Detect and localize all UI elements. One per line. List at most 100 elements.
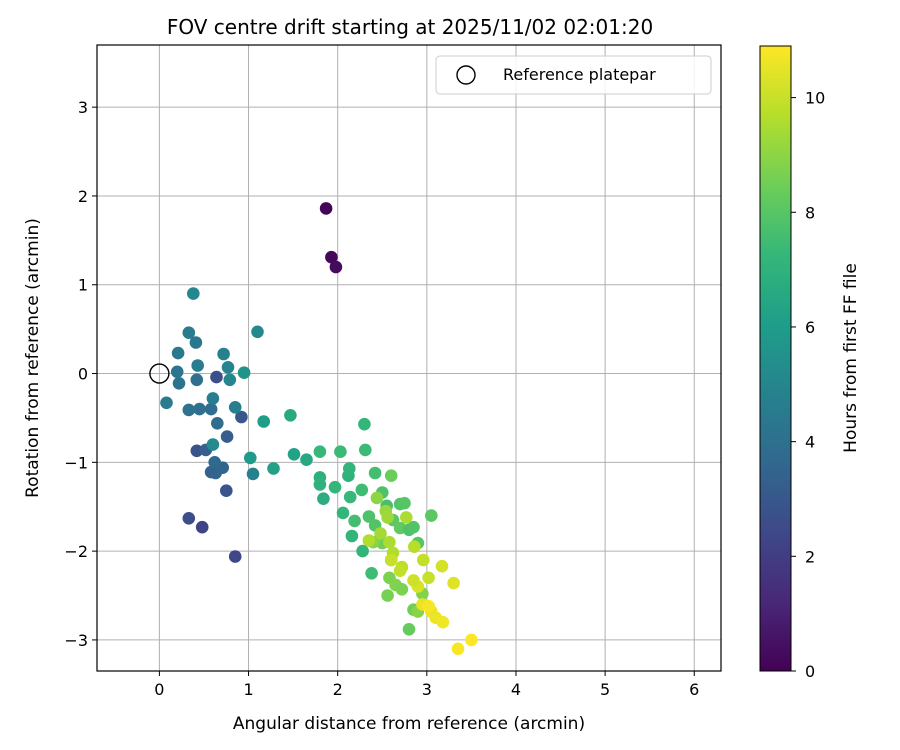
data-point: [384, 553, 398, 567]
colorbar-ticks: 0 2 4 6 8 10: [791, 89, 825, 681]
colorbar: 0 2 4 6 8 10 Hours from first FF file: [759, 45, 861, 681]
colorbar-gradient: [760, 46, 791, 671]
data-point: [195, 520, 209, 534]
data-point: [422, 571, 435, 585]
data-point: [407, 574, 420, 587]
data-point: [348, 514, 361, 528]
x-axis-label: Angular distance from reference (arcmin): [233, 714, 585, 734]
data-point: [257, 415, 271, 428]
data-point: [287, 448, 301, 461]
data-point: [267, 462, 280, 475]
data-point: [235, 410, 248, 424]
x-tick-label: 5: [600, 680, 610, 699]
data-point: [171, 346, 185, 360]
y-tick-label: −2: [64, 542, 88, 561]
data-point: [384, 469, 398, 483]
data-point: [334, 445, 347, 459]
data-point: [336, 506, 350, 520]
chart-title: FOV centre drift starting at 2025/11/02 …: [167, 15, 653, 39]
data-point: [362, 510, 376, 523]
data-point: [206, 392, 220, 405]
data-point: [160, 396, 173, 410]
data-point: [329, 260, 343, 274]
data-point: [417, 553, 430, 567]
legend-label: Reference platepar: [503, 65, 656, 84]
colorbar-tick-label: 6: [805, 318, 815, 337]
data-point: [208, 456, 221, 469]
data-point: [284, 409, 297, 422]
data-point: [223, 373, 237, 387]
x-tick-label: 4: [511, 680, 521, 699]
colorbar-label: Hours from first FF file: [841, 263, 861, 453]
data-point: [393, 564, 407, 577]
x-tick-label: 2: [333, 680, 343, 699]
data-point: [246, 467, 260, 481]
data-point: [400, 511, 413, 524]
y-axis-ticks: −3 −2 −1 0 1 2 3: [64, 98, 97, 650]
data-point: [204, 465, 218, 479]
x-axis-ticks: 0 1 2 3 4 5 6: [154, 671, 699, 699]
data-point: [244, 451, 257, 465]
data-point: [182, 403, 196, 417]
data-point: [182, 326, 196, 340]
colorbar-tick-label: 4: [805, 433, 815, 452]
colorbar-tick-label: 0: [805, 662, 815, 681]
x-tick-label: 1: [243, 680, 253, 699]
y-axis-label: Rotation from reference (arcmin): [23, 218, 43, 498]
legend: Reference platepar: [435, 55, 712, 95]
data-points: [160, 202, 478, 656]
data-point: [368, 466, 382, 480]
y-tick-label: 3: [78, 98, 88, 117]
data-point: [355, 483, 369, 497]
data-point: [187, 287, 200, 300]
data-point: [220, 484, 233, 498]
data-point: [395, 583, 409, 596]
data-point: [356, 544, 369, 558]
plot-frame: [96, 44, 722, 672]
data-point: [365, 567, 378, 580]
data-point: [381, 589, 394, 602]
data-point: [190, 373, 204, 387]
data-point: [237, 366, 251, 380]
data-point: [319, 202, 333, 215]
data-point: [381, 511, 394, 524]
x-tick-label: 3: [422, 680, 432, 699]
colorbar-tick-label: 8: [805, 203, 815, 222]
data-point: [220, 430, 234, 443]
data-point: [398, 496, 411, 510]
data-point: [402, 623, 416, 636]
colorbar-tick-label: 10: [805, 89, 825, 108]
data-point: [383, 535, 396, 549]
data-point: [172, 377, 186, 390]
data-point: [343, 462, 356, 475]
data-point: [370, 491, 384, 505]
data-point: [228, 550, 242, 563]
data-point: [300, 453, 313, 467]
data-point: [193, 402, 206, 416]
y-tick-label: 0: [78, 365, 88, 384]
data-point: [345, 529, 359, 543]
legend-reference-marker: [456, 65, 476, 85]
data-point: [435, 559, 449, 573]
reference-platepar-marker: [149, 363, 170, 384]
x-tick-label: 0: [154, 680, 164, 699]
data-point: [170, 365, 184, 379]
data-point: [325, 250, 338, 264]
y-tick-label: 2: [78, 187, 88, 206]
data-point: [328, 480, 342, 494]
colorbar-frame: [759, 45, 792, 672]
data-point: [359, 443, 372, 457]
data-point: [358, 417, 371, 431]
legend-box: [435, 55, 712, 95]
data-point: [206, 438, 220, 451]
y-tick-label: 1: [78, 276, 88, 295]
data-point: [189, 336, 203, 349]
data-point: [422, 599, 435, 613]
data-point: [221, 361, 235, 374]
grid-lines: [97, 45, 721, 671]
data-point: [204, 402, 218, 416]
data-point: [408, 540, 421, 553]
data-point: [217, 347, 230, 361]
data-point: [313, 445, 327, 459]
